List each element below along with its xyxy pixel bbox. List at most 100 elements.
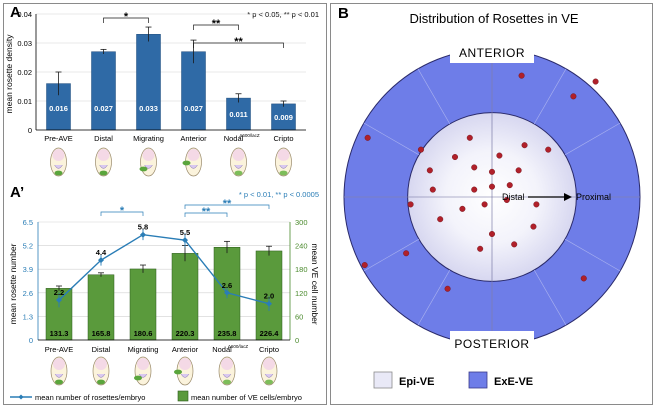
a-significance-stars: ** (212, 18, 221, 30)
embryo-exe-region (263, 358, 275, 370)
embryo-exe-region (137, 358, 149, 370)
a-prime-right-tick-label: 240 (295, 242, 308, 251)
embryo-ave-marker (99, 170, 108, 176)
b-rosette-point (403, 250, 410, 257)
embryo-epiblast (54, 373, 64, 378)
embryo-exe-region (53, 358, 65, 370)
legend-epi-ve-label: Epi-VE (399, 376, 434, 388)
b-rosette-point (429, 186, 436, 193)
a-prime-embryo-icon (134, 356, 152, 386)
b-rosette-point (417, 146, 424, 153)
a-y-tick-label: 0.04 (17, 10, 32, 19)
b-rosette-point (477, 245, 484, 252)
embryo-exe-region (277, 149, 290, 161)
a-category-label: Pre-AVE (44, 134, 73, 143)
b-radial-gridline (564, 238, 621, 272)
embryo-ave-marker (265, 379, 273, 385)
a-embryo-icon (139, 147, 157, 177)
a-prime-category-label: Anterior (172, 345, 199, 354)
a-prime-significance-bracket (100, 211, 144, 216)
a-bar (91, 51, 116, 131)
legend-epi-ve-swatch (373, 371, 393, 389)
a-prime-category-label: Pre-AVE (45, 345, 74, 354)
embryo-ave-marker (223, 379, 231, 385)
embryo-epiblast (96, 373, 106, 378)
a-prime-line-value-label: 2.6 (222, 281, 232, 290)
b-rosette-point (580, 275, 587, 282)
a-category-superscript: Δ600/lacZ (239, 133, 260, 138)
b-rosette-point (471, 164, 478, 171)
embryo-epiblast (264, 373, 274, 378)
a-bar (181, 51, 206, 131)
a-prime-category-label: Nodal (212, 345, 232, 354)
a-category-label: Anterior (180, 134, 207, 143)
b-rosette-point (521, 142, 528, 149)
legend-exe-ve-swatch (468, 371, 488, 389)
a-prime-significance-note: * p < 0.01, ** p < 0.0005 (239, 190, 319, 199)
embryo-epiblast (189, 164, 198, 169)
embryo-ave-marker (234, 170, 243, 176)
b-rosette-point (489, 168, 496, 175)
a-prime-line-point (98, 257, 104, 264)
embryo-exe-region (232, 149, 245, 161)
a-prime-rosette-line (58, 233, 270, 305)
a-prime-right-tick-label: 180 (295, 265, 308, 274)
a-prime-embryo-icon (218, 356, 236, 386)
b-rosette-point (471, 186, 478, 193)
a-prime-bar-value-label: 220.3 (176, 329, 195, 338)
a-y-tick-label: 0.01 (17, 97, 32, 106)
a-embryo-icon (230, 147, 247, 177)
a-significance-stars: * (124, 11, 129, 23)
b-rosette-point (364, 134, 371, 141)
a-prime-category-superscript: Δ600/lacZ (228, 344, 249, 349)
b-rosette-point (503, 196, 510, 203)
embryo-exe-region (52, 149, 65, 161)
a-prime-bar (255, 250, 283, 341)
a-prime-significance-bracket (184, 212, 228, 217)
b-rosette-point (530, 223, 537, 230)
a-y-tick-label: 0.02 (17, 68, 32, 77)
embryo-ave-marker (139, 166, 148, 172)
a-prime-category-label: Distal (92, 345, 111, 354)
b-rosette-point (426, 167, 433, 174)
a-embryo-icon (50, 147, 67, 177)
a-prime-significance-stars: * (120, 205, 125, 217)
a-prime-line-value-label: 5.8 (138, 223, 148, 232)
embryo-ave-marker (134, 375, 142, 381)
embryo-epiblast (180, 373, 190, 378)
b-rosette-point (570, 93, 577, 100)
a-prime-left-tick-label: 0 (29, 336, 33, 345)
a-prime-embryo-icon (50, 356, 68, 386)
b-distal-label: Distal (502, 192, 525, 202)
a-prime-bar-value-label: 235.8 (218, 329, 237, 338)
b-rosette-point (407, 201, 414, 208)
embryo-exe-region (95, 358, 107, 370)
a-prime-significance-bracket (184, 204, 270, 209)
embryo-epiblast (234, 164, 243, 169)
a-prime-line-value-label: 2.0 (264, 292, 274, 301)
b-rosette-point (361, 262, 368, 269)
a-bar-value-label: 0.033 (139, 104, 158, 113)
b-radial-gridline (363, 238, 420, 272)
a-prime-right-tick-label: 0 (295, 336, 299, 345)
a-embryo-icon (95, 147, 112, 177)
a-prime-line-point (140, 231, 146, 238)
embryo-exe-region (187, 149, 200, 161)
embryo-ave-marker (97, 379, 105, 385)
b-proximal-arrowhead (564, 193, 572, 201)
b-rosette-point (459, 205, 466, 212)
a-significance-bracket (193, 42, 284, 48)
b-rosette-point (437, 216, 444, 223)
a-significance-note: * p < 0.05, ** p < 0.01 (247, 10, 319, 19)
a-prime-right-tick-label: 120 (295, 289, 308, 298)
b-rosette-point (518, 72, 525, 79)
panel-label-a: A (10, 4, 21, 21)
a-prime-bar (87, 274, 115, 341)
embryo-epiblast (279, 164, 288, 169)
a-prime-line-point (56, 297, 62, 304)
b-proximal-label: Proximal (576, 192, 611, 202)
b-anterior-label-backing (450, 43, 534, 63)
embryo-epiblast (222, 373, 232, 378)
legend-rosettes-label: mean number of rosettes/embryo (35, 393, 145, 402)
b-radial-gridline (533, 269, 567, 326)
